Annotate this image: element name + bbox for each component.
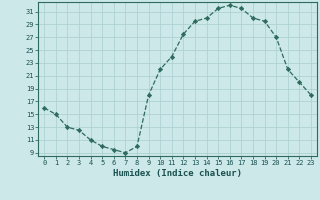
X-axis label: Humidex (Indice chaleur): Humidex (Indice chaleur) xyxy=(113,169,242,178)
